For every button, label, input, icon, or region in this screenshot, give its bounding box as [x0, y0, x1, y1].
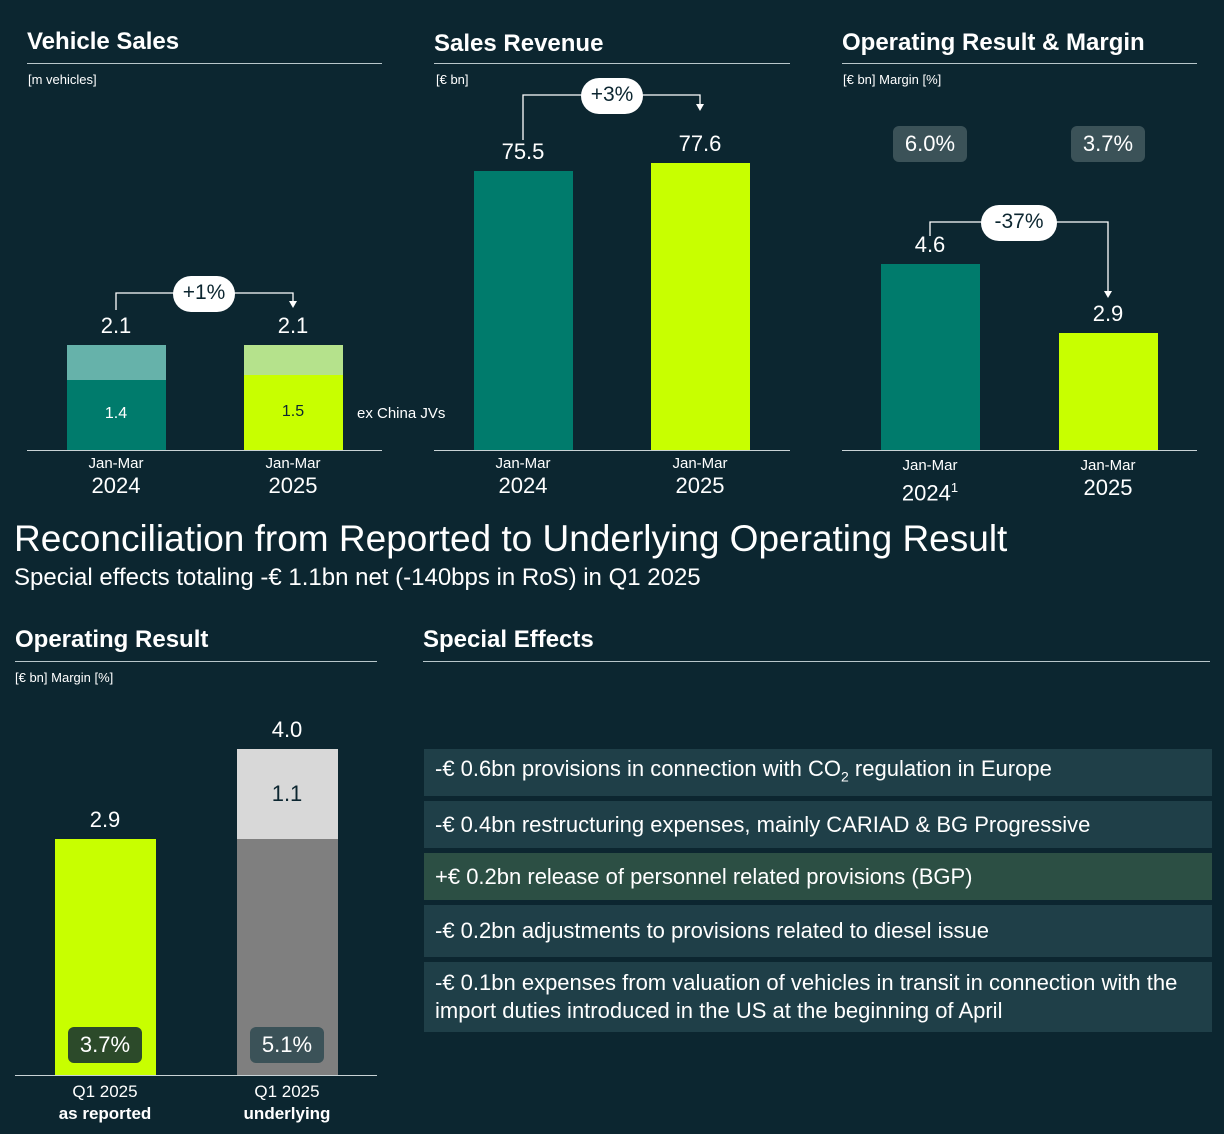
special-effect-text: -€ 0.2bn adjustments to provisions relat… — [435, 918, 989, 943]
operating-margin-axis — [842, 450, 1197, 451]
category-label: Jan-Mar 2025 — [1080, 457, 1135, 501]
special-effect-row-positive: +€ 0.2bn release of personnel related pr… — [424, 853, 1212, 900]
category-label-line1: Q1 2025 — [254, 1082, 320, 1101]
special-effect-text: -€ 0.1bn expenses from valuation of vehi… — [435, 970, 1178, 1023]
bar-operating-result — [1058, 332, 1158, 450]
change-badge: +3% — [581, 78, 643, 114]
category-label-line1: Jan-Mar — [672, 455, 728, 472]
category-label-line1: Q1 2025 — [72, 1082, 138, 1101]
category-label-line1: Jan-Mar — [265, 455, 321, 472]
value-label: 75.5 — [501, 138, 545, 164]
category-label: Jan-Mar 2025 — [672, 455, 727, 499]
vehicle-sales-change-arrowhead — [289, 301, 297, 308]
special-effect-text: -€ 0.6bn provisions in connection with C… — [435, 755, 1052, 790]
margin-badge: 5.1% — [250, 1027, 324, 1063]
category-label: Q1 2025 as reported — [59, 1081, 152, 1125]
operating-margin-title: Operating Result & Margin — [842, 29, 1145, 56]
value-label: 2.9 — [89, 806, 121, 832]
sales-revenue-unit: [€ bn] — [436, 72, 469, 87]
category-label-line2: 20241 — [901, 480, 959, 506]
bar-special-effects — [236, 749, 338, 839]
category-label-line2: 2025 — [268, 473, 318, 498]
category-label: Jan-Mar 2025 — [265, 455, 320, 499]
reconciliation-subtitle: Special effects totaling -€ 1.1bn net (-… — [14, 564, 701, 591]
operating-margin-rule — [842, 63, 1197, 64]
special-effect-subscript: 2 — [841, 768, 849, 785]
sales-revenue-change-arrowhead — [696, 104, 704, 111]
footnote-marker: 1 — [950, 480, 959, 495]
bar-ex-china-jvs — [66, 380, 166, 450]
special-effect-text-main: -€ 0.6bn provisions in connection with C… — [435, 755, 841, 781]
special-effects-rule — [423, 661, 1210, 662]
value-label: 77.6 — [678, 130, 722, 156]
bar-total — [66, 345, 166, 380]
margin-badge: 6.0% — [893, 126, 967, 162]
bar-ex-china-jvs — [243, 375, 343, 450]
category-label-line1: Jan-Mar — [902, 457, 958, 474]
reconciliation-title: Reconciliation from Reported to Underlyi… — [14, 518, 1008, 559]
category-label-line2: 2025 — [1083, 475, 1133, 500]
value-label: 2.9 — [1092, 300, 1124, 326]
sales-revenue-rule — [434, 63, 790, 64]
operating-result-rule — [15, 661, 377, 662]
category-label: Jan-Mar 2024 — [88, 455, 143, 499]
category-label: Jan-Mar 20241 — [902, 457, 958, 506]
bar-operating-result — [880, 263, 980, 450]
value-label: 4.0 — [271, 717, 303, 742]
special-effects-title: Special Effects — [423, 626, 594, 653]
operating-result-title: Operating Result — [15, 626, 209, 653]
segment-value-label: 1.5 — [281, 402, 305, 420]
bar-total — [243, 345, 343, 375]
total-value-label: 2.1 — [277, 313, 309, 338]
vehicle-sales-rule — [27, 63, 382, 64]
category-label: Q1 2025 underlying — [244, 1081, 331, 1125]
total-value-label: 2.1 — [100, 313, 132, 338]
category-label-line1: Jan-Mar — [495, 455, 551, 472]
category-label-line1: Jan-Mar — [88, 455, 144, 472]
category-label-line1: Jan-Mar — [1080, 457, 1136, 474]
special-effect-row: -€ 0.6bn provisions in connection with C… — [424, 749, 1212, 796]
category-label-line2: as reported — [58, 1104, 152, 1123]
special-effects-value-label: 1.1 — [271, 780, 303, 806]
special-effect-row: -€ 0.4bn restructuring expenses, mainly … — [424, 801, 1212, 848]
value-label: 4.6 — [914, 231, 946, 257]
special-effect-text: +€ 0.2bn release of personnel related pr… — [435, 863, 973, 889]
operating-result-unit: [€ bn] Margin [%] — [15, 670, 114, 685]
segment-value-label: 1.4 — [104, 405, 128, 422]
change-badge: +1% — [173, 276, 235, 312]
vehicle-sales-note: ex China JVs — [357, 405, 446, 422]
operating-result-axis — [15, 1075, 377, 1076]
operating-margin-change-arrowhead — [1104, 291, 1112, 298]
bar-sales-revenue — [650, 162, 750, 450]
special-effect-text: -€ 0.4bn restructuring expenses, mainly … — [435, 811, 1091, 837]
category-label-line2: underlying — [243, 1104, 331, 1123]
bar-sales-revenue — [473, 170, 573, 450]
margin-badge: 3.7% — [68, 1027, 142, 1063]
margin-badge: 3.7% — [1071, 126, 1145, 162]
category-label-line2: 2024 — [91, 473, 141, 498]
sales-revenue-title: Sales Revenue — [434, 30, 604, 57]
special-effect-text-suffix: regulation in Europe — [848, 755, 1052, 781]
special-effect-row: -€ 0.1bn expenses from valuation of vehi… — [424, 962, 1212, 1032]
category-label-line2: 2024 — [498, 473, 548, 498]
special-effect-row: -€ 0.2bn adjustments to provisions relat… — [424, 905, 1212, 957]
category-label: Jan-Mar 2024 — [495, 455, 550, 499]
operating-margin-unit: [€ bn] Margin [%] — [843, 72, 942, 87]
category-label-line2: 2025 — [675, 473, 725, 498]
sales-revenue-axis — [434, 450, 790, 451]
vehicle-sales-unit: [m vehicles] — [28, 72, 97, 87]
vehicle-sales-axis — [27, 450, 382, 451]
change-badge: -37% — [981, 205, 1057, 241]
vehicle-sales-title: Vehicle Sales — [27, 28, 180, 55]
